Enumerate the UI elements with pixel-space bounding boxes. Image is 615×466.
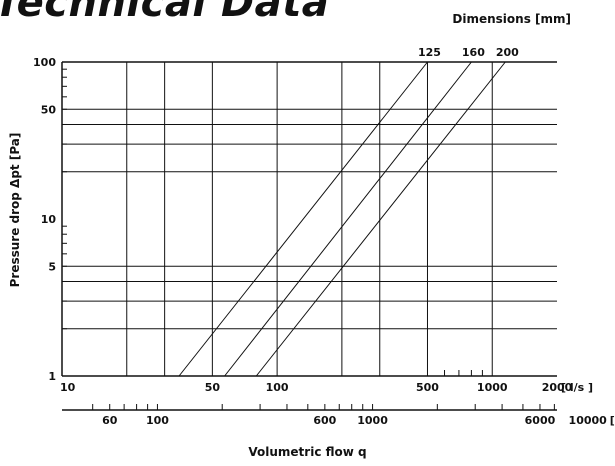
x-tick-label: 500 bbox=[416, 381, 439, 394]
y-tick-label: 50 bbox=[41, 103, 57, 116]
x-tick-label: 100 bbox=[266, 381, 289, 394]
series-label-125: 125 bbox=[418, 46, 441, 59]
series-label-160: 160 bbox=[462, 46, 485, 59]
y-tick-label: 1 bbox=[48, 370, 56, 383]
series-line-200 bbox=[255, 61, 506, 377]
x2-tick-label: 100 bbox=[146, 414, 169, 427]
x-unit-label: [ l/s ] bbox=[561, 381, 593, 394]
x2-tick-label: 6000 bbox=[525, 414, 556, 427]
x-tick-label: 50 bbox=[205, 381, 221, 394]
series-line-125 bbox=[178, 61, 428, 377]
x2-tick-label: 10000 bbox=[569, 414, 608, 427]
x-tick-label: 1000 bbox=[477, 381, 508, 394]
x2-unit-label: [m³/h] bbox=[610, 414, 615, 427]
series-line-160 bbox=[224, 61, 472, 377]
dimensions-legend-title: Dimensions [mm] bbox=[452, 12, 571, 26]
x-tick-label: 10 bbox=[60, 381, 76, 394]
y-tick-label: 10 bbox=[41, 213, 57, 226]
x2-tick-label: 600 bbox=[313, 414, 336, 427]
page-title: Technical Data bbox=[0, 0, 330, 26]
x2-tick-label: 1000 bbox=[357, 414, 388, 427]
y-axis-title: Pressure drop Δpt [Pa] bbox=[8, 132, 22, 288]
x-axis-title: Volumetric flow q bbox=[248, 445, 367, 459]
x-tick-label: 2000 bbox=[542, 381, 573, 394]
x2-tick-label: 60 bbox=[102, 414, 118, 427]
y-tick-label: 100 bbox=[33, 56, 56, 69]
series-label-200: 200 bbox=[496, 46, 519, 59]
y-tick-label: 5 bbox=[48, 260, 56, 273]
